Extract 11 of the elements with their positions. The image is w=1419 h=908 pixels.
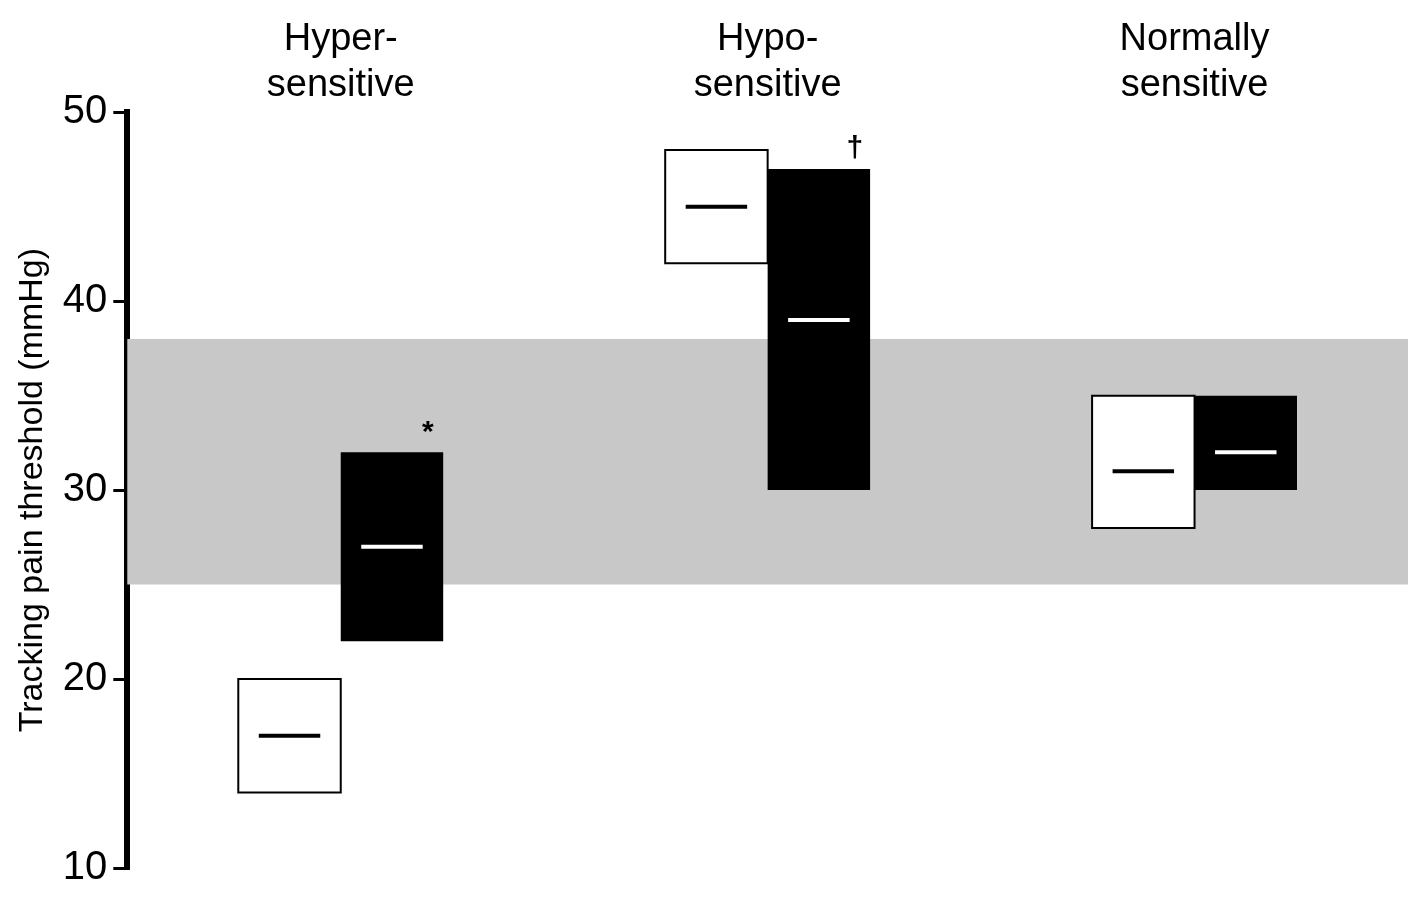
y-tick-label: 40 <box>62 276 108 321</box>
annotation: * <box>421 413 434 447</box>
annotation: † <box>846 130 864 164</box>
y-tick-label: 20 <box>62 654 108 699</box>
x-tick-label: Hyper- sensitive <box>266 16 415 104</box>
y-axis-title: Tracking pain threshold (mmHg) <box>10 247 49 733</box>
y-tick-label: 30 <box>62 465 108 510</box>
y-tick-label: 50 <box>62 87 108 132</box>
x-tick-label: Hypo- sensitive <box>693 16 842 104</box>
y-tick-label: 10 <box>62 843 108 888</box>
x-tick-label: Normally sensitive <box>1119 16 1270 104</box>
